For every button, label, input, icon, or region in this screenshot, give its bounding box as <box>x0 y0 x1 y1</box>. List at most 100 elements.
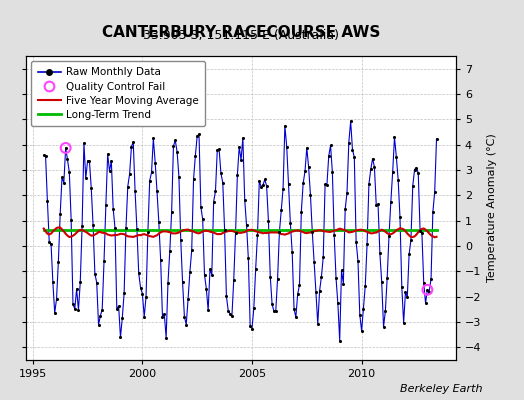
Point <box>377 279 386 285</box>
Point <box>346 118 355 124</box>
Point <box>114 303 123 309</box>
Point <box>315 288 324 294</box>
Point <box>174 174 183 180</box>
Point <box>431 189 439 196</box>
Legend: Raw Monthly Data, Quality Control Fail, Five Year Moving Average, Long-Term Tren: Raw Monthly Data, Quality Control Fail, … <box>31 61 205 126</box>
Point <box>94 322 103 328</box>
Point <box>226 310 234 317</box>
Point <box>409 182 417 189</box>
Point <box>100 258 108 264</box>
Point <box>147 169 156 176</box>
Point <box>215 146 223 152</box>
Point <box>288 249 297 256</box>
Point <box>271 308 280 314</box>
Point <box>290 306 298 312</box>
Point <box>219 180 227 186</box>
Point <box>109 205 117 212</box>
Point <box>365 181 373 187</box>
Point <box>252 266 260 272</box>
Point <box>133 226 141 232</box>
Point <box>157 257 165 263</box>
Point <box>313 321 322 327</box>
Point <box>317 274 325 280</box>
Point <box>189 176 198 183</box>
Point <box>58 174 66 180</box>
Point <box>281 123 289 129</box>
Point <box>230 277 238 283</box>
Point <box>125 171 134 177</box>
Point <box>50 310 59 316</box>
Point <box>87 185 95 191</box>
Point <box>345 139 353 146</box>
Point <box>171 137 179 144</box>
Point <box>135 270 143 277</box>
Point <box>98 306 106 313</box>
Point <box>255 178 264 184</box>
Point <box>158 314 167 320</box>
Point <box>202 286 211 292</box>
Point <box>204 307 212 314</box>
Point <box>306 192 314 198</box>
Point <box>423 286 432 293</box>
Point <box>213 147 222 153</box>
Point <box>151 159 159 166</box>
Point <box>303 144 311 151</box>
Point <box>249 305 258 312</box>
Point <box>341 206 350 213</box>
Point <box>357 328 366 334</box>
Point <box>47 241 55 247</box>
Point <box>149 135 158 142</box>
Point <box>193 133 201 139</box>
Point <box>211 188 220 194</box>
Point <box>129 139 137 145</box>
Point <box>124 183 132 190</box>
Point <box>222 293 231 300</box>
Point <box>41 153 50 159</box>
Point <box>387 198 395 205</box>
Point <box>54 259 62 265</box>
Point <box>91 270 99 277</box>
Point <box>166 248 174 254</box>
Point <box>195 131 203 138</box>
Point <box>138 290 147 297</box>
Point <box>228 313 236 320</box>
Point <box>379 324 388 330</box>
Point <box>160 311 169 317</box>
Point <box>374 201 382 208</box>
Point <box>78 223 86 229</box>
Point <box>185 269 194 275</box>
Point <box>335 337 344 344</box>
Point <box>96 313 105 319</box>
Point <box>268 301 276 307</box>
Point <box>304 164 313 170</box>
Point <box>420 280 428 286</box>
Point <box>310 258 318 265</box>
Point <box>263 183 271 189</box>
Point <box>178 279 187 286</box>
Point <box>241 196 249 203</box>
Point <box>359 306 368 312</box>
Point <box>82 175 90 182</box>
Point <box>432 136 441 142</box>
Point <box>396 214 404 220</box>
Point <box>257 184 265 190</box>
Point <box>155 219 163 226</box>
Point <box>71 306 79 312</box>
Point <box>354 258 362 264</box>
Point <box>43 198 51 204</box>
Point <box>352 238 361 245</box>
Point <box>242 222 250 228</box>
Point <box>85 158 94 164</box>
Point <box>168 209 176 216</box>
Point <box>356 312 364 318</box>
Point <box>383 274 391 281</box>
Point <box>339 280 347 287</box>
Point <box>293 291 302 298</box>
Point <box>199 216 207 222</box>
Point <box>210 198 218 205</box>
Point <box>188 247 196 253</box>
Point <box>312 289 320 295</box>
Point <box>407 236 415 243</box>
Point <box>264 218 272 224</box>
Point <box>61 145 70 151</box>
